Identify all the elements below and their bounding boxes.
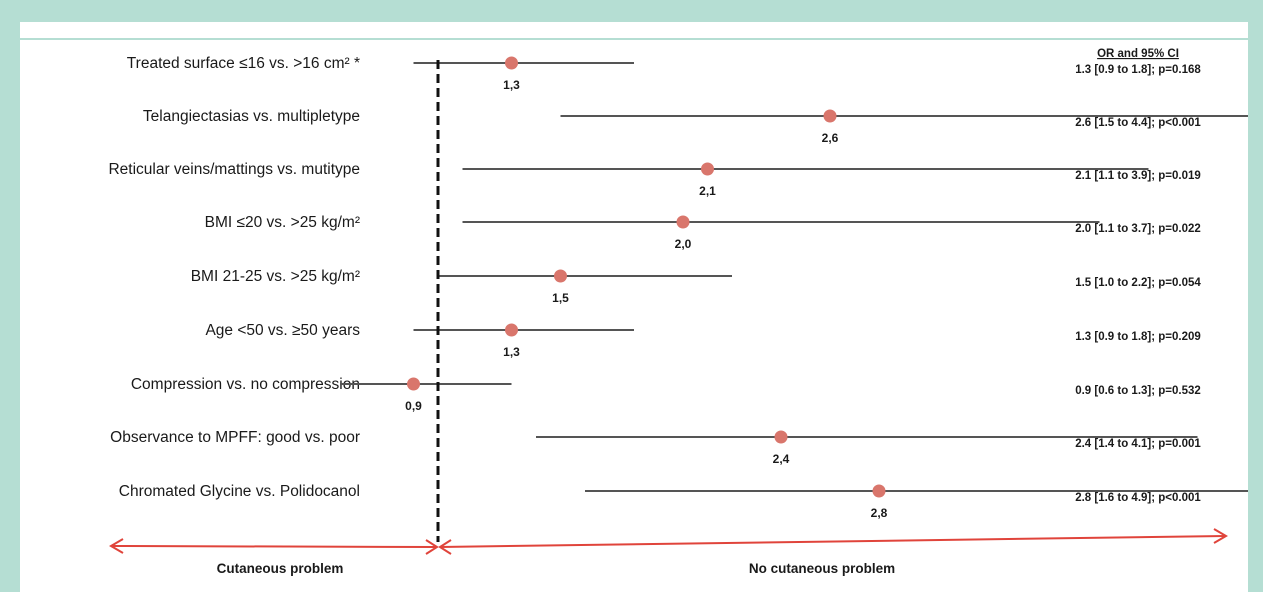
or-point <box>823 109 837 123</box>
row-label: Reticular veins/mattings vs. mutitype <box>108 161 360 178</box>
or-value-label: 0,9 <box>405 399 422 413</box>
forest-row: Observance to MPFF: good vs. poor 2,4 2.4 … <box>110 429 1201 466</box>
row-label: Age <50 vs. ≥50 years <box>205 322 360 339</box>
or-value-label: 1,3 <box>503 345 520 359</box>
row-label: Telangiectasias vs. multipletype <box>143 108 360 125</box>
forest-row: Reticular veins/mattings vs. mutitype 2,1… <box>108 161 1200 198</box>
arrow-right-line <box>439 535 1226 548</box>
bottom-label-left: Cutaneous problem <box>217 561 344 576</box>
or-ci-text: 1.3 [0.9 to 1.8]; p=0.209 <box>1075 331 1201 343</box>
forest-row: Telangiectasias vs. multipletype 2,6 2.6 [… <box>143 108 1248 145</box>
row-label: Treated surface ≤16 vs. >16 cm² * <box>127 55 360 72</box>
arrow-left-head-left <box>109 538 124 554</box>
or-point <box>554 269 567 283</box>
or-value-label: 2,1 <box>699 184 716 198</box>
row-label: Compression vs. no compression <box>131 376 360 393</box>
or-value-label: 2,8 <box>871 506 888 520</box>
or-ci-text: 1.5 [1.0 to 2.2]; p=0.054 <box>1075 277 1201 289</box>
or-point <box>701 162 714 176</box>
or-ci-text: 0.9 [0.6 to 1.3]; p=0.532 <box>1075 385 1201 397</box>
or-ci-text: 2.8 [1.6 to 4.9]; p<0.001 <box>1075 492 1201 504</box>
arrow-left-line <box>112 545 437 548</box>
or-ci-text: 2.1 [1.1 to 3.9]; p=0.019 <box>1075 170 1201 182</box>
or-value-label: 1,5 <box>552 291 569 305</box>
chart-frame: OR and 95% CI Treated surface ≤16 vs. >1… <box>20 22 1248 592</box>
or-ci-text: 1.3 [0.9 to 1.8]; p=0.168 <box>1075 64 1201 76</box>
forest-row: Age <50 vs. ≥50 years 1,3 1.3 [0.9 to 1.8]… <box>205 322 1200 359</box>
forest-row: Compression vs. no compression 0,9 0.9 [0.… <box>131 376 1201 413</box>
or-point <box>505 323 518 337</box>
or-ci-text: 2.4 [1.4 to 4.1]; p=0.001 <box>1075 438 1201 450</box>
or-point <box>872 484 886 498</box>
or-ci-text: 2.0 [1.1 to 3.7]; p=0.022 <box>1075 223 1201 235</box>
forest-row: BMI ≤20 vs. >25 kg/m² 2,0 2.0 [1.1 to 3.7]… <box>205 214 1201 251</box>
arrow-right-head-left <box>438 539 452 555</box>
arrow-right-head-right <box>1213 528 1228 544</box>
row-label: BMI 21-25 vs. >25 kg/m² <box>191 268 360 285</box>
or-point <box>676 215 690 229</box>
row-label: Observance to MPFF: good vs. poor <box>110 429 360 446</box>
bottom-arrow <box>109 528 1228 555</box>
arrow-left-head-right <box>425 539 439 555</box>
or-value-label: 1,3 <box>503 78 520 92</box>
or-value-label: 2,4 <box>773 452 790 466</box>
or-ci-header: OR and 95% CI <box>1097 48 1179 60</box>
row-label: BMI ≤20 vs. >25 kg/m² <box>205 214 360 231</box>
forest-plot: OR and 95% CI Treated surface ≤16 vs. >1… <box>20 38 1248 576</box>
forest-row: BMI 21-25 vs. >25 kg/m² 1,5 1.5 [1.0 to 2.… <box>191 268 1202 305</box>
forest-row: Chromated Glycine vs. Polidocanol 2,8 2.8 … <box>119 483 1248 520</box>
row-label: Chromated Glycine vs. Polidocanol <box>119 483 360 500</box>
or-point <box>774 430 788 444</box>
or-point <box>407 377 420 391</box>
forest-rows: Treated surface ≤16 vs. >16 cm² * 1,3 1.3 … <box>108 55 1248 520</box>
or-value-label: 2,0 <box>675 237 692 251</box>
forest-row: Treated surface ≤16 vs. >16 cm² * 1,3 1.3 … <box>127 55 1202 92</box>
or-ci-text: 2.6 [1.5 to 4.4]; p<0.001 <box>1075 117 1201 129</box>
bottom-label-right: No cutaneous problem <box>749 561 895 576</box>
or-point <box>505 56 518 70</box>
or-value-label: 2,6 <box>822 131 839 145</box>
